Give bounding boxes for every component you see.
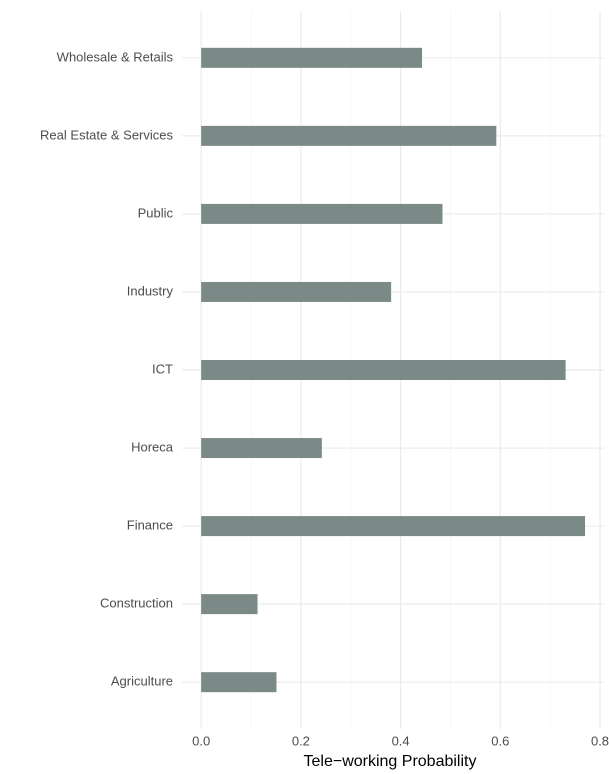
x-tick-label: 0.8: [591, 733, 609, 748]
x-tick-label: 0.4: [392, 733, 410, 748]
bar: [201, 594, 258, 615]
bar: [201, 672, 277, 693]
bar: [201, 203, 443, 224]
x-tick-label: 0.2: [292, 733, 310, 748]
bar: [201, 516, 586, 537]
x-tick-label: 0.0: [192, 733, 210, 748]
y-tick-label: Construction: [100, 596, 173, 611]
x-axis-title: Tele−working Probability: [304, 753, 477, 770]
y-tick-label: Industry: [127, 283, 174, 298]
y-tick-label: Public: [138, 205, 174, 220]
y-tick-label: Finance: [127, 518, 173, 533]
bar: [201, 125, 497, 146]
x-tick-label: 0.6: [491, 733, 509, 748]
bar: [201, 47, 423, 68]
y-tick-label: Agriculture: [111, 674, 173, 689]
y-tick-label: Horeca: [131, 439, 174, 454]
y-tick-label: Real Estate & Services: [40, 127, 173, 142]
bar: [201, 360, 566, 380]
y-tick-label: ICT: [152, 361, 173, 376]
y-tick-label: Wholesale & Retails: [57, 49, 174, 64]
bar: [201, 281, 392, 302]
bar: [201, 438, 322, 459]
